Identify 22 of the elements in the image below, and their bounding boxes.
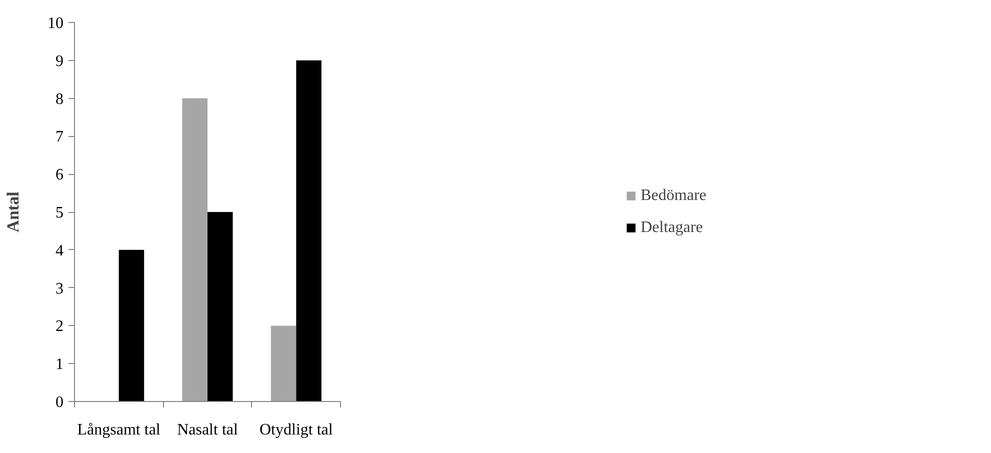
y-tick-label: 1 [56, 356, 64, 374]
bar [182, 98, 208, 402]
legend-label: Deltagare [640, 218, 703, 236]
bar [270, 326, 296, 402]
y-tick-label: 8 [56, 90, 64, 108]
bar [296, 60, 322, 402]
bar [118, 250, 144, 402]
y-tick-label: 9 [56, 52, 64, 70]
y-tick-label: 0 [56, 394, 64, 411]
y-tick-label: 4 [56, 242, 64, 260]
legend-label: Bedömare [640, 186, 706, 204]
y-axis-title: Antal [4, 191, 22, 232]
y-tick-label: 10 [48, 15, 64, 32]
bar [208, 212, 233, 402]
y-tick-label: 5 [56, 204, 64, 222]
x-tick-label: Otydligt tal [260, 422, 334, 438]
y-tick-label: 3 [56, 280, 64, 298]
x-tick-label: Långsamt tal [77, 422, 161, 438]
y-tick-label: 6 [56, 166, 64, 184]
y-tick-label: 2 [56, 318, 64, 336]
y-tick-label: 7 [56, 128, 64, 146]
x-tick-label: Nasalt tal [177, 422, 238, 438]
